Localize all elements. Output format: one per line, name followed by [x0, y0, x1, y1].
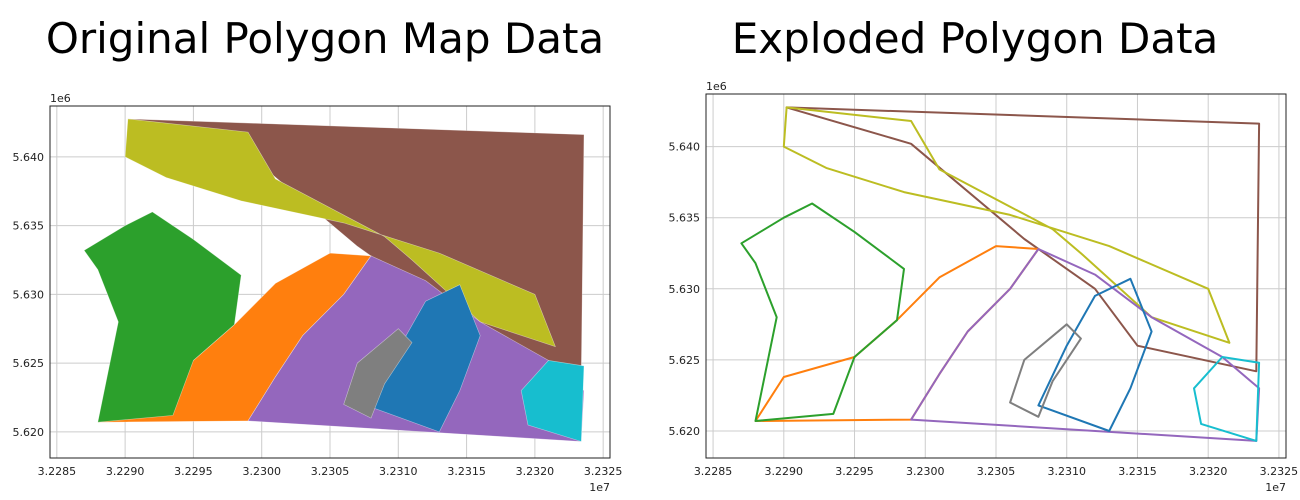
- exploded-axes-frame: [705, 93, 1287, 459]
- original-xtick-label-8: 3.2325: [584, 465, 623, 478]
- original-ytick-label-1: 5.625: [13, 357, 45, 370]
- original-x-offset-label: 1e7: [589, 481, 610, 494]
- exploded-region-outline-6: [1009, 323, 1082, 418]
- original-xtick-label-3: 3.2300: [242, 465, 281, 478]
- original-region-6: [343, 328, 413, 419]
- exploded-region-outline-5: [1037, 277, 1153, 432]
- original-xtick-label-0: 3.2285: [38, 465, 77, 478]
- original-xtick-label-7: 3.2320: [516, 465, 555, 478]
- exploded-xtick-label-8: 3.2325: [1260, 465, 1299, 478]
- original-region-1: [124, 118, 556, 348]
- original-ytick-label-4: 5.640: [13, 151, 45, 164]
- exploded-xtick-label-3: 3.2300: [906, 465, 945, 478]
- original-y-offset-label: 1e6: [50, 92, 71, 105]
- exploded-xtick-label-7: 3.2320: [1189, 465, 1228, 478]
- exploded-ytick-label-2: 5.630: [669, 283, 701, 296]
- original-xtick-label-4: 3.2305: [311, 465, 350, 478]
- exploded-region-outline-3: [910, 248, 1261, 442]
- exploded-xtick-label-1: 3.2290: [765, 465, 804, 478]
- original-axes-frame: [49, 105, 611, 459]
- exploded-region-outline-1: [782, 106, 1231, 344]
- exploded-xtick-label-0: 3.2285: [694, 465, 733, 478]
- exploded-ytick-label-3: 5.635: [669, 212, 701, 225]
- exploded-xtick-label-5: 3.2310: [1047, 465, 1086, 478]
- original-ytick-label-2: 5.630: [13, 288, 45, 301]
- exploded-region-outline-4: [740, 202, 905, 422]
- exploded-ytick-label-1: 5.625: [669, 354, 701, 367]
- original-xtick-label-1: 3.2290: [106, 465, 145, 478]
- original-xtick-label-2: 3.2295: [174, 465, 213, 478]
- exploded-region-outline-0: [785, 106, 1261, 373]
- exploded-ytick-label-0: 5.620: [669, 425, 701, 438]
- exploded-region-outline-7: [1193, 356, 1261, 442]
- exploded-xtick-label-6: 3.2315: [1118, 465, 1157, 478]
- chart-title-original: Original Polygon Map Data: [45, 14, 605, 63]
- exploded-x-offset-label: 1e7: [1265, 481, 1286, 494]
- original-ytick-label-3: 5.635: [13, 220, 45, 233]
- original-region-7: [520, 360, 585, 442]
- exploded-ytick-label-4: 5.640: [669, 141, 701, 154]
- chart-title-exploded: Exploded Polygon Data: [731, 14, 1219, 63]
- exploded-xtick-label-2: 3.2295: [835, 465, 874, 478]
- original-xtick-label-6: 3.2315: [447, 465, 486, 478]
- exploded-xtick-label-4: 3.2305: [977, 465, 1016, 478]
- original-region-4: [83, 211, 242, 423]
- original-ytick-label-0: 5.620: [13, 426, 45, 439]
- exploded-y-offset-label: 1e6: [706, 80, 727, 93]
- original-xtick-label-5: 3.2310: [379, 465, 418, 478]
